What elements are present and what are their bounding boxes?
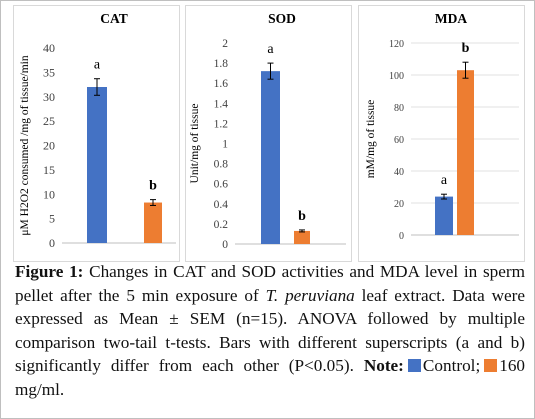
bar-cat-control bbox=[87, 87, 107, 243]
tick-label-cat-7: 35 bbox=[43, 65, 55, 79]
tick-label-mda-1: 20 bbox=[394, 199, 404, 210]
tick-label-sod-8: 1.6 bbox=[214, 78, 229, 90]
y-axis-label-sod: Unit/mg of tissue bbox=[189, 104, 201, 184]
superscript-sod-1: b bbox=[298, 209, 306, 224]
tick-label-mda-0: 0 bbox=[399, 231, 404, 242]
tick-label-mda-3: 60 bbox=[394, 135, 404, 146]
tick-label-mda-2: 40 bbox=[394, 167, 404, 178]
chart-mda: MDA 0 20 40 60 80 100 120 mM/mg of tissue a b bbox=[365, 11, 519, 242]
tick-label-sod-6: 1.2 bbox=[214, 118, 229, 130]
legend-control-label: Control; bbox=[422, 356, 481, 375]
tick-label-sod-0: 0 bbox=[222, 239, 228, 251]
figure-caption: Figure 1: Changes in CAT and SOD activit… bbox=[15, 260, 525, 401]
tick-label-cat-0: 0 bbox=[49, 236, 55, 250]
chart-panel-mda: MDA 0 20 40 60 80 100 120 mM/mg of tissue a b bbox=[358, 5, 525, 262]
tick-label-sod-10: 2 bbox=[222, 38, 228, 50]
legend-treated-label: 160 mg/ml. bbox=[15, 356, 525, 399]
tick-label-sod-5: 1 bbox=[222, 139, 228, 151]
tick-label-cat-4: 20 bbox=[43, 139, 55, 153]
chart-title-mda: MDA bbox=[435, 11, 467, 26]
bar-sod-treated bbox=[294, 230, 310, 244]
tick-label-cat-5: 25 bbox=[43, 114, 55, 128]
chart-panel-sod: SOD 0 0.2 0.4 0.6 0.8 1 1.2 1.4 1.6 1.8 2 Unit/mg of… bbox=[185, 5, 352, 262]
legend-swatch-control bbox=[407, 359, 421, 372]
superscript-mda-1: b bbox=[462, 41, 470, 56]
caption-note-label: Note: bbox=[363, 356, 404, 375]
y-axis-label-cat: μM H2O2 consumed /mg of tissue/min bbox=[19, 55, 31, 236]
superscript-cat-0: a bbox=[94, 58, 101, 73]
y-axis-label-mda: mM/mg of tissue bbox=[365, 100, 377, 179]
caption-label: Figure 1: bbox=[15, 262, 84, 281]
tick-label-mda-4: 80 bbox=[394, 103, 404, 114]
tick-label-mda-5: 100 bbox=[389, 71, 404, 82]
tick-label-sod-3: 0.6 bbox=[214, 179, 229, 191]
bar-cat-treated bbox=[144, 202, 162, 243]
superscript-mda-0: a bbox=[441, 173, 448, 188]
chart-title-sod: SOD bbox=[268, 11, 296, 26]
tick-label-cat-1: 5 bbox=[49, 212, 55, 226]
superscript-cat-1: b bbox=[149, 179, 157, 194]
chart-cat: CAT 0 5 10 15 20 25 30 35 40 μM H2O2 consumed /mg … bbox=[19, 11, 176, 250]
tick-label-sod-4: 0.8 bbox=[214, 159, 229, 171]
chart-sod: SOD 0 0.2 0.4 0.6 0.8 1 1.2 1.4 1.6 1.8 2 Unit/mg of… bbox=[189, 11, 346, 251]
tick-label-mda-6: 120 bbox=[389, 39, 404, 50]
bar-sod-control bbox=[261, 71, 280, 244]
caption-text-1: Changes in CAT and SOD activities and MD… bbox=[15, 262, 525, 305]
tick-label-sod-1: 0.2 bbox=[214, 219, 229, 231]
legend-swatch-treated bbox=[484, 359, 498, 372]
caption-species: T. peruviana bbox=[265, 285, 355, 305]
caption-text-2: leaf extract. Data were expressed as Mea… bbox=[15, 285, 525, 376]
tick-label-sod-7: 1.4 bbox=[214, 98, 229, 110]
chart-title-cat: CAT bbox=[100, 11, 128, 26]
superscript-sod-0: a bbox=[267, 42, 274, 57]
bar-mda-treated bbox=[457, 70, 474, 235]
tick-label-cat-8: 40 bbox=[43, 41, 55, 55]
bar-mda-control bbox=[435, 196, 453, 235]
tick-label-cat-2: 10 bbox=[43, 187, 55, 201]
tick-label-cat-3: 15 bbox=[43, 163, 55, 177]
tick-label-sod-9: 1.8 bbox=[214, 58, 229, 70]
chart-panel-cat: CAT 0 5 10 15 20 25 30 35 40 μM H2O2 consumed /mg … bbox=[13, 5, 180, 262]
tick-label-cat-6: 30 bbox=[43, 90, 55, 104]
tick-label-sod-2: 0.4 bbox=[214, 199, 229, 211]
